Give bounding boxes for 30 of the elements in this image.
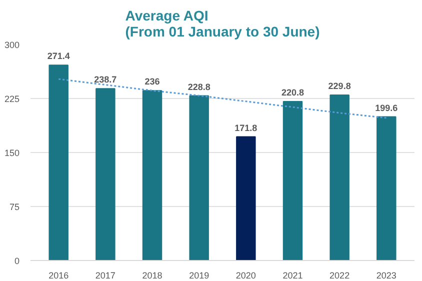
bar bbox=[189, 95, 209, 260]
x-tick-label: 2018 bbox=[142, 270, 162, 280]
data-label: 171.8 bbox=[234, 122, 258, 133]
x-tick-label: 2020 bbox=[236, 270, 256, 280]
bar bbox=[330, 94, 350, 260]
data-label: 238.7 bbox=[94, 74, 117, 85]
data-label: 271.4 bbox=[47, 51, 70, 62]
bar bbox=[96, 88, 116, 260]
data-label: 236 bbox=[144, 76, 160, 87]
data-label: 229.8 bbox=[328, 81, 351, 92]
y-tick-label: 225 bbox=[4, 94, 20, 104]
bar bbox=[282, 101, 303, 260]
bar bbox=[48, 64, 68, 260]
bar bbox=[376, 116, 396, 260]
chart-title: Average AQI (From 01 January to 30 June) bbox=[125, 8, 320, 40]
data-label: 220.8 bbox=[281, 88, 304, 98]
y-tick-label: 150 bbox=[4, 148, 20, 158]
y-tick-label: 0 bbox=[14, 256, 20, 266]
data-label: 199.6 bbox=[375, 102, 398, 113]
x-tick-label: 2021 bbox=[282, 270, 303, 280]
y-tick-label: 300 bbox=[4, 40, 20, 50]
x-tick-label: 2023 bbox=[376, 270, 396, 280]
x-tick-label: 2019 bbox=[189, 270, 210, 280]
x-tick-label: 2022 bbox=[330, 270, 350, 280]
data-label: 228.8 bbox=[188, 82, 210, 92]
bar bbox=[142, 90, 162, 260]
x-tick-label: 2016 bbox=[48, 270, 69, 280]
y-tick-label: 75 bbox=[9, 202, 20, 212]
x-tick-label: 2017 bbox=[95, 270, 116, 280]
bar bbox=[236, 136, 256, 260]
